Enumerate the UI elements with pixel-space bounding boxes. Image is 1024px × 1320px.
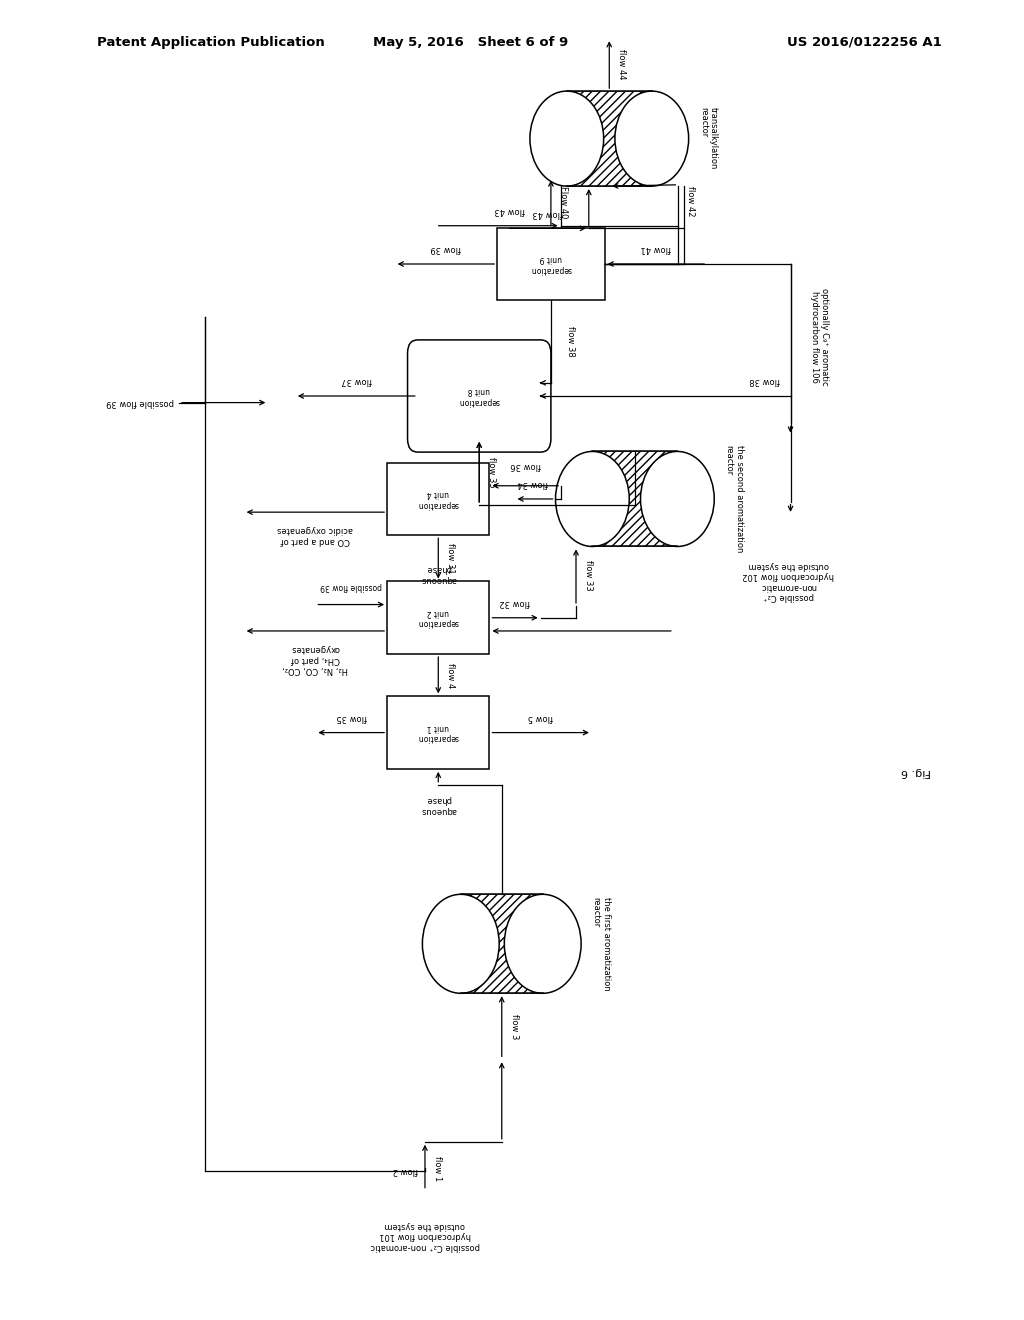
Text: flow 38: flow 38 [566, 326, 575, 356]
Bar [592, 451, 678, 546]
Text: aqueous
phase: aqueous phase [420, 795, 457, 814]
Text: possible flow 39: possible flow 39 [106, 399, 174, 407]
Text: CO and a part of
acidic oxygenates: CO and a part of acidic oxygenates [278, 525, 353, 545]
Bar [567, 91, 651, 186]
Text: possible C₂⁺
non-aromatic
hydrocarbon flow 102
outside the system: possible C₂⁺ non-aromatic hydrocarbon fl… [742, 561, 835, 601]
Text: the second aromatization
reactor: the second aromatization reactor [725, 445, 743, 553]
Text: flow 3: flow 3 [510, 1014, 519, 1039]
Text: flow 43: flow 43 [495, 206, 524, 215]
Text: the first aromatization
reactor: the first aromatization reactor [592, 896, 610, 991]
Bar [387, 581, 489, 653]
Text: May 5, 2016   Sheet 6 of 9: May 5, 2016 Sheet 6 of 9 [374, 36, 568, 49]
Ellipse shape [555, 451, 629, 546]
Bar [592, 451, 678, 546]
Text: Flow 40: Flow 40 [559, 186, 568, 219]
Text: flow 36: flow 36 [510, 461, 541, 470]
Text: flow 31: flow 31 [446, 543, 456, 574]
Text: flow 44: flow 44 [617, 49, 627, 81]
Bar [387, 462, 489, 536]
Text: flow 42: flow 42 [686, 186, 694, 216]
Text: aqueous
phase: aqueous phase [420, 565, 457, 583]
Text: separation
unit 9: separation unit 9 [530, 255, 571, 273]
Text: H₂, N₂, CO, CO₂,
CH₄, part of
oxygenates: H₂, N₂, CO, CO₂, CH₄, part of oxygenates [283, 644, 348, 675]
Ellipse shape [422, 895, 499, 993]
Text: separation
unit 4: separation unit 4 [418, 490, 459, 508]
Ellipse shape [641, 451, 715, 546]
Text: flow 34: flow 34 [518, 479, 548, 488]
Text: US 2016/0122256 A1: US 2016/0122256 A1 [787, 36, 942, 49]
Text: flow 32: flow 32 [500, 598, 530, 607]
Text: flow 41: flow 41 [641, 244, 671, 253]
Text: flow 38: flow 38 [750, 376, 780, 385]
Text: separation
unit 2: separation unit 2 [418, 609, 459, 627]
Text: flow 39: flow 39 [431, 244, 461, 253]
Text: flow 43: flow 43 [532, 209, 563, 218]
Text: flow 35: flow 35 [336, 713, 367, 722]
Text: separation
unit 8: separation unit 8 [459, 387, 500, 405]
Text: possible C₂⁺ non-aromatic
hydrocarbon flow 101
outside the system: possible C₂⁺ non-aromatic hydrocarbon fl… [371, 1221, 479, 1251]
Text: optionally C₉⁺ aromatic
hydrocarbon flow 106: optionally C₉⁺ aromatic hydrocarbon flow… [810, 288, 828, 385]
Text: flow 37: flow 37 [341, 376, 372, 385]
Bar [461, 895, 543, 993]
FancyBboxPatch shape [408, 341, 551, 451]
Ellipse shape [505, 895, 582, 993]
Ellipse shape [614, 91, 688, 186]
Text: separation
unit 1: separation unit 1 [418, 723, 459, 742]
Text: Patent Application Publication: Patent Application Publication [97, 36, 325, 49]
Text: flow 4: flow 4 [446, 663, 456, 688]
Text: flow 5: flow 5 [528, 713, 553, 722]
Bar [498, 227, 604, 300]
Text: flow 33: flow 33 [584, 560, 593, 591]
Text: possible flow 39: possible flow 39 [321, 582, 382, 591]
Ellipse shape [530, 91, 604, 186]
Text: Fig. 6: Fig. 6 [901, 767, 931, 777]
Text: transalkylation
reactor: transalkylation reactor [698, 107, 718, 170]
Bar [461, 895, 543, 993]
Bar [387, 697, 489, 768]
Text: flow 1: flow 1 [433, 1155, 442, 1181]
Text: flow 2: flow 2 [392, 1167, 418, 1175]
Bar [567, 91, 651, 186]
Text: flow 35: flow 35 [487, 457, 497, 487]
